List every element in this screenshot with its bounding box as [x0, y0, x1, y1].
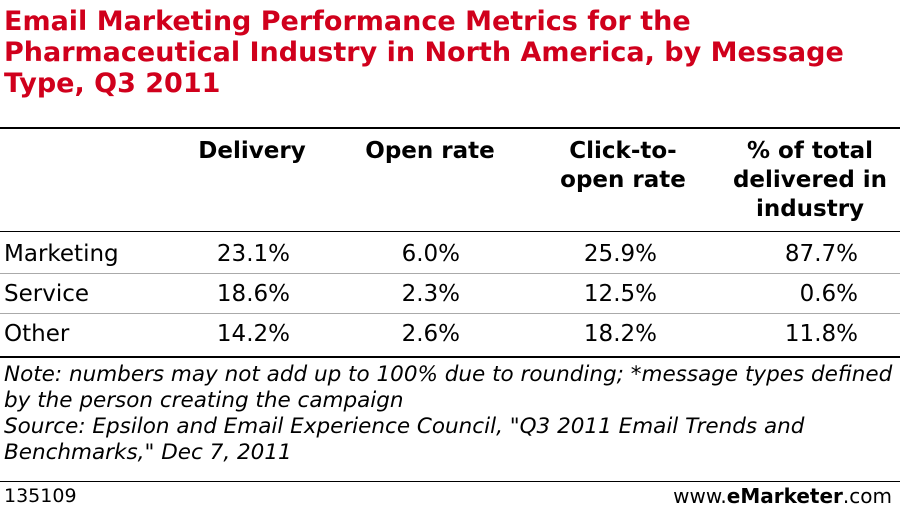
footer-divider — [0, 481, 900, 482]
chart-title: Email Marketing Performance Metrics for … — [4, 6, 844, 99]
table-cell: 11.8% — [784, 321, 858, 347]
column-header-line: industry — [755, 196, 865, 222]
table-bottom-divider — [0, 356, 900, 358]
title-divider — [0, 127, 900, 129]
row-divider — [0, 313, 900, 314]
footnote: Note: numbers may not add up to 100% due… — [4, 362, 893, 413]
table-cell: 2.6% — [401, 321, 460, 347]
column-header: Delivery — [177, 137, 327, 166]
column-header: % of total delivered in industry — [720, 137, 900, 224]
column-header-line: % of total — [746, 138, 874, 164]
table-cell: 0.6% — [799, 281, 858, 307]
table-cell: 12.5% — [583, 281, 657, 307]
notes: Note: numbers may not add up to 100% due… — [4, 362, 894, 466]
source-text: Source: Epsilon and Email Experience Cou… — [4, 414, 805, 465]
table-cell: 18.2% — [583, 321, 657, 347]
table-cell: 18.6% — [216, 281, 290, 307]
brand-prefix: www. — [673, 484, 727, 508]
column-header-line: delivered in — [732, 167, 888, 193]
table-cell: 6.0% — [401, 241, 460, 267]
column-header: Click-to-open rate — [538, 137, 708, 195]
table-cell: 14.2% — [216, 321, 290, 347]
column-header-line: open rate — [560, 167, 686, 193]
table-cell: 25.9% — [583, 241, 657, 267]
brand-name: eMarketer — [726, 484, 843, 508]
brand-suffix: .com — [842, 484, 892, 508]
column-header-line: Open rate — [365, 138, 495, 164]
column-header: Open rate — [350, 137, 510, 166]
table-cell: 2.3% — [401, 281, 460, 307]
header-divider — [0, 231, 900, 232]
chart-id: 135109 — [4, 485, 77, 507]
row-label: Service — [4, 281, 90, 307]
row-label: Other — [4, 321, 70, 347]
table-cell: 87.7% — [784, 241, 858, 267]
column-header-line: Delivery — [198, 138, 306, 164]
row-divider — [0, 273, 900, 274]
column-header-line: Click-to- — [569, 138, 677, 164]
table-cell: 23.1% — [216, 241, 290, 267]
row-label: Marketing — [4, 241, 119, 267]
brand-link[interactable]: www.eMarketer.com — [673, 485, 892, 507]
